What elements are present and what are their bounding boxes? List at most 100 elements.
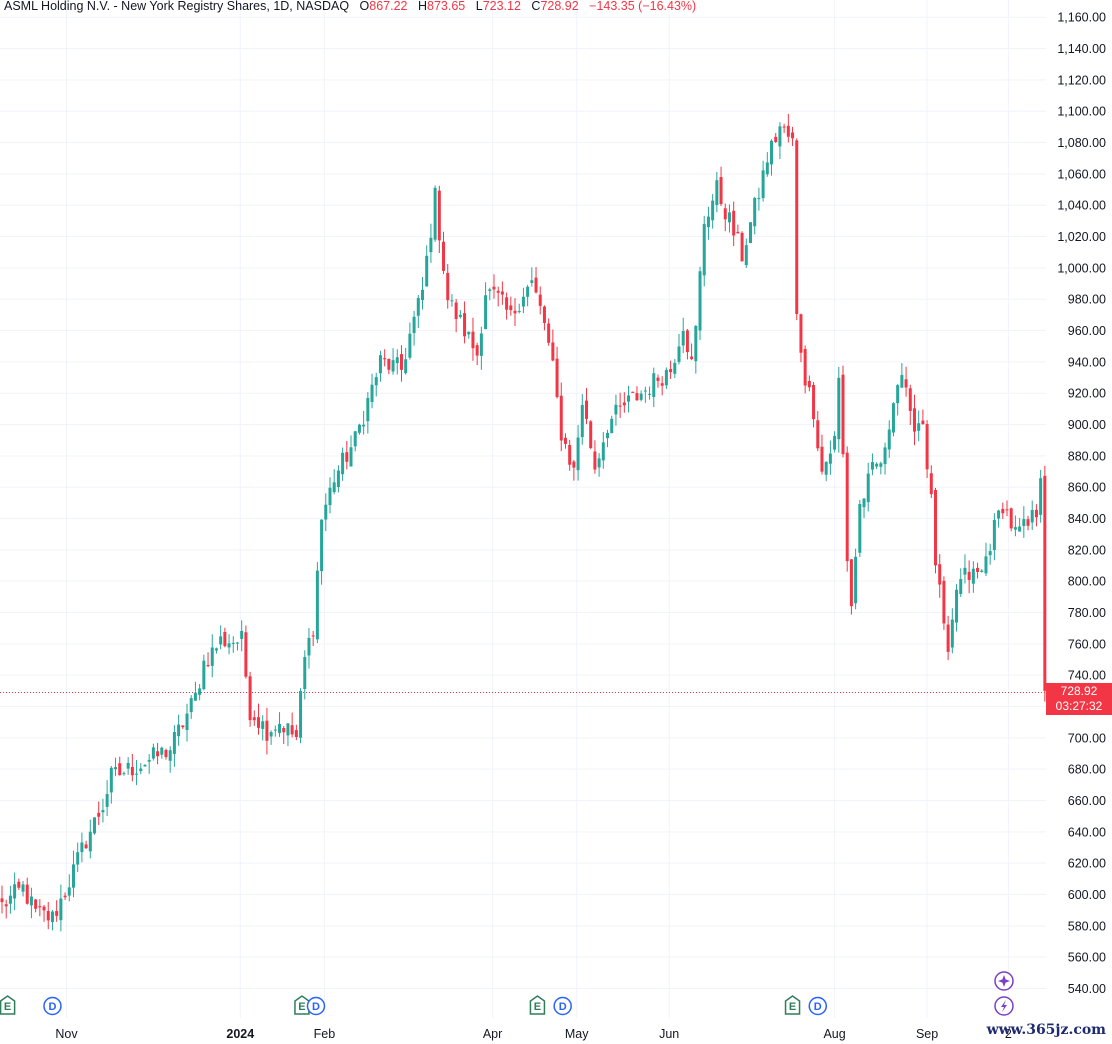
candle-body <box>984 556 988 574</box>
candle-body <box>50 911 54 923</box>
candle-body <box>690 356 694 360</box>
candle-body <box>198 688 202 695</box>
x-tick-label: May <box>565 1027 589 1041</box>
candle-body <box>139 768 143 772</box>
marker-letter: E <box>534 1001 541 1013</box>
candle-body <box>395 357 399 364</box>
high-label: H <box>417 0 428 13</box>
candle-body <box>42 906 46 911</box>
candle-body <box>328 487 332 506</box>
candle-body <box>303 657 307 689</box>
candle-body <box>97 812 101 817</box>
candle-body <box>219 636 223 645</box>
high-value: 873.65 <box>427 0 466 13</box>
candle-body <box>875 463 879 467</box>
lightning-icon[interactable] <box>994 996 1014 1016</box>
candle-body <box>294 730 298 738</box>
earnings-marker[interactable]: E <box>784 995 801 1015</box>
marker-letter: D <box>48 1001 56 1013</box>
candle-body <box>652 373 656 398</box>
candle-body <box>332 482 336 493</box>
candle-body <box>282 728 286 733</box>
candle-body <box>757 198 761 200</box>
candle-body <box>774 136 778 142</box>
candle-body <box>446 272 450 301</box>
candle-body <box>93 817 97 834</box>
candle-body <box>437 190 441 241</box>
candle-body <box>206 664 210 667</box>
candle-body <box>648 393 652 395</box>
sparkle-icon[interactable] <box>994 971 1014 991</box>
open-label: O <box>359 0 370 13</box>
candle-body <box>715 180 719 206</box>
candle-body <box>740 232 744 262</box>
candle-body <box>706 216 710 228</box>
candle-body <box>84 844 88 849</box>
candle-body <box>488 289 492 291</box>
candle-body <box>938 564 942 585</box>
candle-body <box>320 519 324 572</box>
candle-body <box>664 369 668 386</box>
earnings-marker[interactable]: E <box>0 995 16 1015</box>
candle-body <box>589 421 593 449</box>
candle-body <box>21 884 25 892</box>
dividend-marker[interactable]: D <box>808 996 828 1016</box>
candle-body <box>269 732 273 737</box>
candle-body <box>143 764 147 767</box>
y-tick-label: 580.00 <box>1068 919 1106 933</box>
candle-body <box>80 842 84 853</box>
x-tick-label: 2 <box>1005 1027 1012 1041</box>
candle-body <box>8 895 12 904</box>
candle-body <box>391 360 395 372</box>
earnings-marker[interactable]: E <box>529 995 546 1015</box>
candle-body <box>505 297 509 310</box>
y-tick-label: 740.00 <box>1068 669 1106 683</box>
candle-body <box>181 725 185 728</box>
candle-body <box>816 420 820 449</box>
candle-body <box>820 446 824 472</box>
candle-body <box>172 732 176 754</box>
candle-body <box>639 393 643 400</box>
candle-body <box>912 408 916 432</box>
candles[interactable] <box>0 113 1047 932</box>
candle-body <box>458 314 462 317</box>
candle-body <box>1009 508 1013 529</box>
candle-body <box>341 452 345 475</box>
y-tick-label: 1,040.00 <box>1057 199 1106 213</box>
candle-body <box>46 910 50 921</box>
candle-body <box>988 551 992 556</box>
dividend-marker[interactable]: D <box>553 996 572 1016</box>
close-value: 728.92 <box>540 0 579 13</box>
candle-body <box>1013 527 1017 530</box>
candle-body <box>227 643 231 648</box>
candle-body <box>286 723 290 736</box>
tool-icons[interactable] <box>994 971 1014 1016</box>
dividend-marker[interactable]: D <box>43 996 62 1016</box>
candle-body <box>244 632 248 677</box>
dividend-marker[interactable]: D <box>306 996 326 1016</box>
candle-body <box>408 333 412 358</box>
candle-body <box>509 305 513 311</box>
change-value: −143.35 (−16.43%) <box>589 0 697 13</box>
candle-body <box>366 397 370 422</box>
candle-body <box>429 237 433 253</box>
marker-letter: E <box>298 1001 305 1013</box>
candle-body <box>1005 509 1009 511</box>
earnings-marker[interactable]: E <box>294 995 310 1015</box>
earnings-icon <box>294 995 310 1015</box>
y-tick-label: 1,020.00 <box>1057 230 1106 244</box>
y-tick-label: 640.00 <box>1068 825 1106 839</box>
candle-body <box>795 140 799 314</box>
candle-body <box>299 691 303 738</box>
candle-body <box>606 432 610 439</box>
candle-body <box>412 316 416 334</box>
candle-body <box>791 132 795 139</box>
candle-body <box>534 277 538 293</box>
y-tick-label: 1,160.00 <box>1057 11 1106 25</box>
candle-body <box>765 162 769 175</box>
candle-body <box>416 298 420 316</box>
y-tick-label: 700.00 <box>1068 731 1106 745</box>
x-tick-label: 2024 <box>226 1027 254 1041</box>
